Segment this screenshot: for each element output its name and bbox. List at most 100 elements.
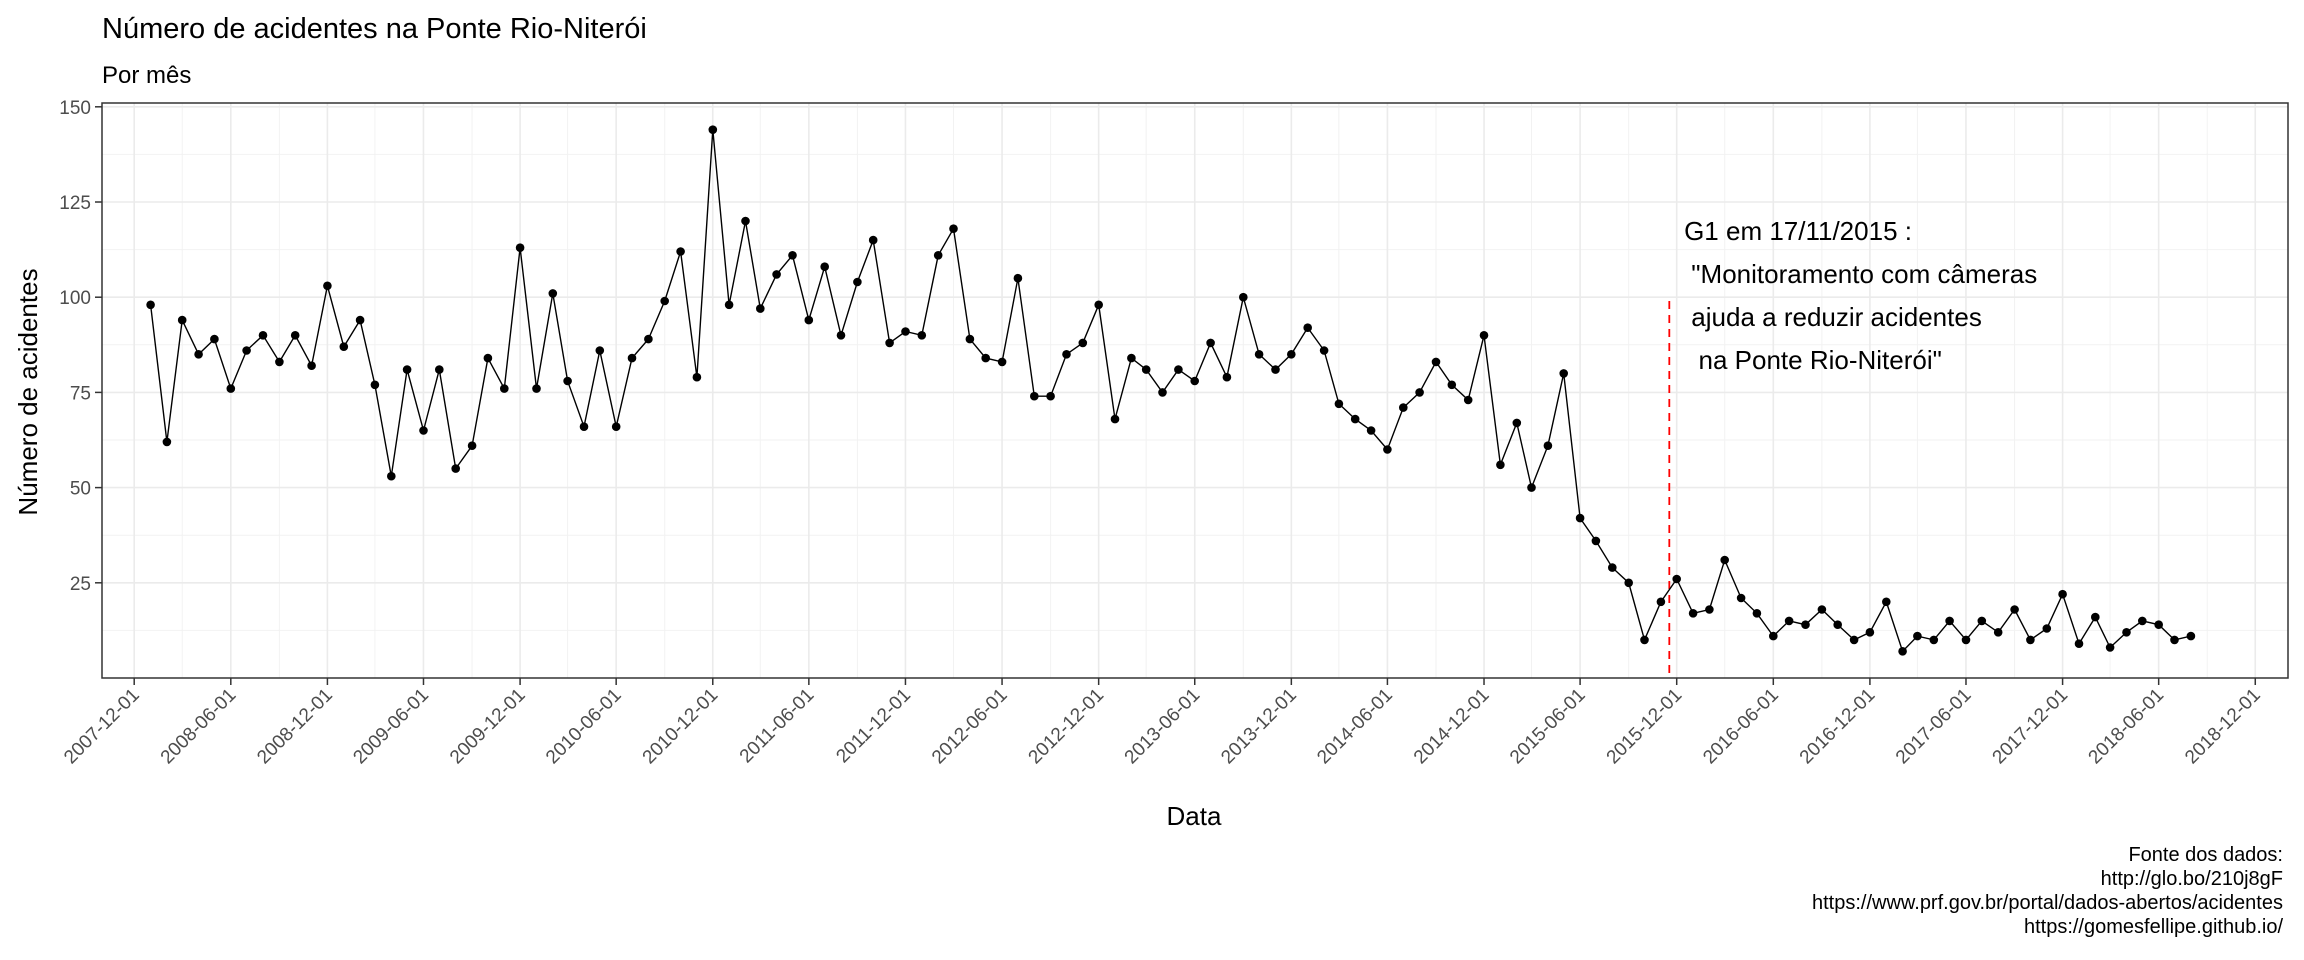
data-point bbox=[1688, 609, 1698, 618]
data-point bbox=[965, 334, 975, 344]
data-point bbox=[1141, 365, 1151, 374]
data-point bbox=[1705, 605, 1714, 614]
data-point bbox=[146, 300, 155, 310]
x-tick-label: 2018-06-01 bbox=[2085, 685, 2169, 769]
data-point bbox=[1977, 616, 1987, 626]
x-tick-label: 2016-06-01 bbox=[1699, 685, 1783, 769]
data-point bbox=[307, 361, 316, 371]
data-point bbox=[1496, 460, 1505, 470]
x-tick-label: 2011-12-01 bbox=[832, 685, 915, 768]
data-point bbox=[500, 384, 509, 393]
chart-title: Número de acidentes na Ponte Rio-Niterói bbox=[102, 13, 647, 45]
data-point bbox=[1559, 369, 1568, 378]
data-point bbox=[1239, 292, 1248, 302]
x-axis-title: Data bbox=[1167, 801, 1222, 831]
data-point bbox=[949, 224, 958, 233]
data-point bbox=[177, 315, 187, 325]
data-point bbox=[1287, 350, 1296, 359]
x-tick-label: 2014-06-01 bbox=[1313, 685, 1397, 769]
data-point bbox=[1030, 391, 1039, 401]
data-point bbox=[2091, 612, 2100, 622]
data-point bbox=[2170, 635, 2179, 645]
x-tick-label: 2012-12-01 bbox=[1025, 685, 1109, 769]
y-tick-label: 75 bbox=[70, 383, 91, 404]
x-tick-label: 2015-06-01 bbox=[1506, 685, 1590, 769]
x-tick-label: 2009-06-01 bbox=[349, 685, 433, 769]
data-point bbox=[1769, 631, 1778, 641]
y-tick-label: 50 bbox=[70, 479, 91, 500]
caption-line: http://glo.bo/210j8gF bbox=[2101, 868, 2283, 890]
data-point bbox=[258, 331, 268, 340]
data-point bbox=[997, 357, 1007, 367]
y-axis: 25 50 75 100 125 150 bbox=[59, 98, 102, 595]
data-point bbox=[1512, 418, 1522, 428]
data-point bbox=[1094, 300, 1103, 310]
x-tick-label: 2007-12-01 bbox=[60, 685, 144, 769]
x-tick-label: 2017-12-01 bbox=[1989, 685, 2073, 769]
data-point bbox=[660, 296, 669, 306]
caption-sources: Fonte dos dados:http://glo.bo/210j8gFhtt… bbox=[1812, 844, 2283, 938]
x-tick-label: 2016-12-01 bbox=[1796, 685, 1880, 769]
data-point bbox=[1110, 414, 1120, 424]
data-point bbox=[532, 384, 541, 393]
data-point bbox=[1865, 628, 1875, 637]
data-point bbox=[370, 380, 380, 390]
data-point bbox=[1543, 441, 1553, 451]
data-point bbox=[1350, 414, 1360, 424]
data-point bbox=[1801, 620, 1810, 629]
data-point bbox=[1929, 635, 1939, 645]
data-point bbox=[1399, 403, 1408, 412]
data-point bbox=[1222, 372, 1232, 382]
data-point bbox=[1303, 323, 1312, 333]
x-tick-label: 2009-12-01 bbox=[446, 685, 530, 769]
data-point bbox=[467, 441, 477, 451]
x-tick-label: 2012-06-01 bbox=[928, 685, 1012, 769]
data-point bbox=[1752, 609, 1762, 618]
x-tick-label: 2017-06-01 bbox=[1892, 685, 1976, 769]
data-point bbox=[2122, 628, 2131, 637]
x-tick-label: 2008-12-01 bbox=[253, 685, 337, 769]
y-tick-label: 100 bbox=[59, 288, 91, 309]
data-point bbox=[820, 262, 829, 272]
data-point bbox=[1736, 593, 1746, 603]
data-point bbox=[1319, 346, 1329, 355]
data-point bbox=[1898, 647, 1907, 656]
data-point bbox=[1656, 597, 1666, 607]
x-tick-label: 2013-12-01 bbox=[1217, 685, 1301, 769]
annotation-line: ajuda a reduzir acidentes bbox=[1684, 302, 1982, 332]
x-tick-label: 2011-06-01 bbox=[736, 685, 819, 768]
x-tick-label: 2018-12-01 bbox=[2181, 685, 2265, 769]
x-tick-label: 2010-06-01 bbox=[542, 685, 626, 769]
data-point bbox=[1078, 338, 1088, 348]
data-point bbox=[901, 327, 910, 336]
data-point bbox=[756, 304, 765, 313]
data-point bbox=[2138, 616, 2147, 626]
data-point bbox=[2154, 620, 2163, 629]
y-tick-label: 125 bbox=[59, 193, 91, 214]
data-point bbox=[1882, 597, 1891, 607]
data-point bbox=[1672, 574, 1681, 584]
data-point bbox=[885, 338, 894, 348]
caption-line: Fonte dos dados: bbox=[2128, 844, 2283, 866]
x-tick-label: 2015-12-01 bbox=[1603, 685, 1687, 769]
chart-subtitle: Por mês bbox=[102, 62, 191, 89]
x-tick-label: 2013-06-01 bbox=[1121, 685, 1205, 769]
data-point bbox=[1046, 391, 1055, 401]
data-point bbox=[1993, 628, 2003, 637]
data-point bbox=[290, 331, 300, 340]
data-point bbox=[1383, 445, 1392, 454]
data-point bbox=[1945, 616, 1954, 626]
data-point bbox=[548, 289, 558, 298]
data-point bbox=[242, 346, 251, 355]
data-point bbox=[933, 251, 943, 260]
data-point bbox=[1784, 616, 1794, 626]
data-point bbox=[1527, 483, 1536, 492]
data-point bbox=[1817, 605, 1827, 614]
data-point bbox=[1254, 350, 1264, 359]
data-point bbox=[2010, 605, 2019, 614]
data-point bbox=[917, 331, 927, 340]
data-point bbox=[1415, 388, 1424, 397]
data-point bbox=[1591, 536, 1601, 546]
data-point bbox=[1206, 338, 1215, 348]
y-tick-label: 25 bbox=[70, 574, 91, 595]
